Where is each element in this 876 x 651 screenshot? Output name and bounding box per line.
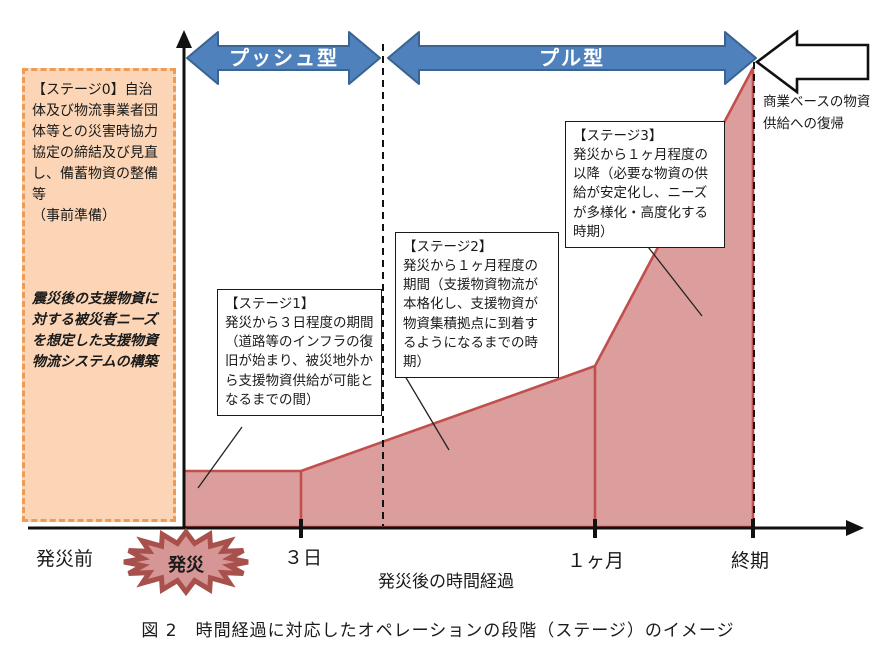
stage0-sub: （事前準備）	[32, 208, 116, 224]
figure-caption: 図 2 時間経過に対応したオペレーションの段階（ステージ）のイメージ	[141, 621, 735, 641]
stage0-italic-note: 震災後の支援物資に対する被災者ニーズを想定した支援物資物流システムの構築	[32, 291, 158, 370]
stage0-title: 【ステージ0】	[32, 82, 125, 98]
stage3-box: 【ステージ3】発災から１ヶ月程度の以降（必要な物資の供給が安定化し、ニーズが多様…	[565, 121, 725, 248]
callout-leader-lines	[197, 242, 703, 489]
tick-label-end-period: 終期	[731, 550, 770, 572]
y-axis	[176, 30, 192, 528]
x-axis-title: 発災後の時間経過	[378, 572, 514, 592]
stage0-body: 自治体及び物流事業者団体等との災害時協力協定の締結及び見直し、備蓄物資の整備等	[32, 82, 158, 203]
stage1-body: 発災から３日程度の期間（道路等のインフラの復旧が始まり、被災地外から支援物資供給…	[225, 315, 374, 408]
stage3-title: 【ステージ3】	[573, 128, 663, 144]
tick-label-one-month: １ヶ月	[567, 550, 625, 572]
push-phase-label: プッシュ型	[229, 46, 339, 70]
commercial-return-arrow-icon	[754, 29, 870, 95]
disaster-starburst-icon	[123, 527, 249, 597]
x-axis	[28, 520, 864, 536]
stage2-box: 【ステージ2】発災から１ヶ月程度の期間（支援物資物流が本格化し、支援物資が物資集…	[395, 232, 559, 379]
stage1-title: 【ステージ1】	[225, 296, 315, 312]
tick-label-three-days: ３日	[284, 547, 323, 569]
tick-label-disaster-onset: 発災	[168, 555, 204, 576]
stage0-box: 【ステージ0】自治体及び物流事業者団体等との災害時協力協定の締結及び見直し、備蓄…	[22, 68, 176, 522]
commercial-return-note: 商業ベースの物資供給への復帰	[763, 94, 871, 132]
pull-phase-arrow-icon	[387, 31, 757, 85]
x-axis-ticks	[299, 519, 755, 538]
push-phase-arrow-icon	[186, 31, 381, 85]
tick-label-before-disaster: 発災前	[36, 548, 94, 570]
stage2-body: 発災から１ヶ月程度の期間（支援物資物流が本格化し、支援物資が物資集積拠点に到着す…	[403, 258, 538, 370]
stage1-box: 【ステージ1】発災から３日程度の期間（道路等のインフラの復旧が始まり、被災地外か…	[217, 289, 382, 416]
pull-phase-label: プル型	[539, 46, 605, 70]
stage2-title: 【ステージ2】	[403, 239, 493, 255]
stage3-body: 発災から１ヶ月程度の以降（必要な物資の供給が安定化し、ニーズが多様化・高度化する…	[573, 147, 708, 240]
